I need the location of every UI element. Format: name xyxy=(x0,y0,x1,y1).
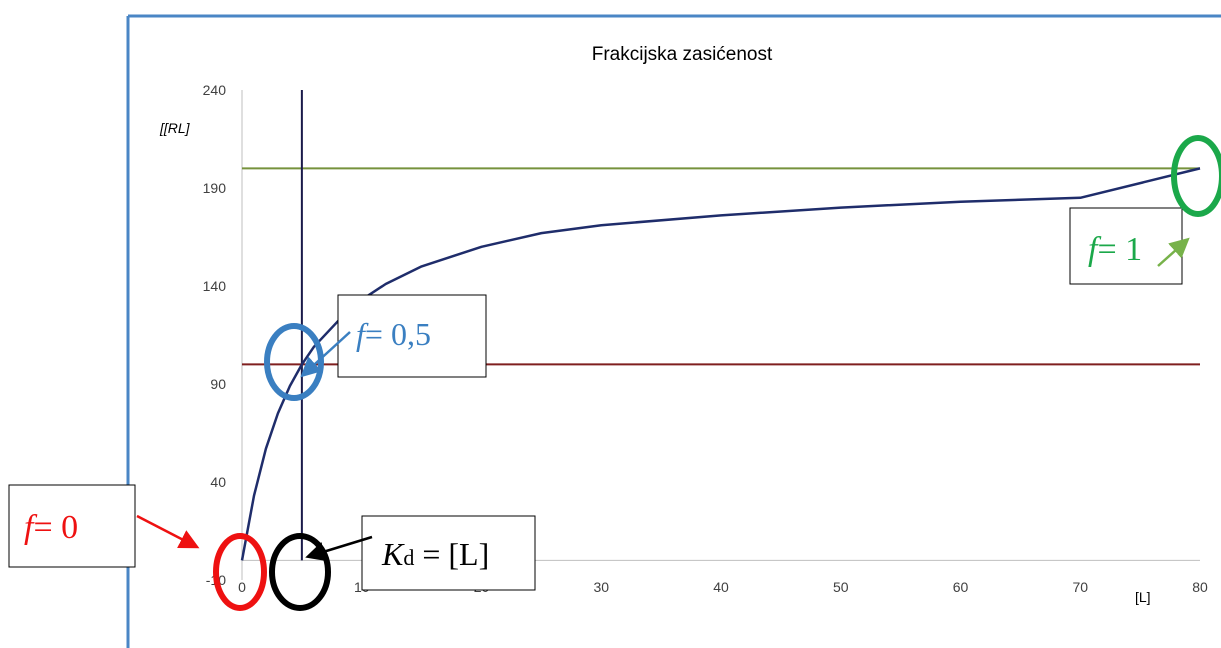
f05-annotation-box xyxy=(337,294,487,378)
x-tick-labels: 01020304050607080 xyxy=(238,579,1208,595)
f0-annotation: f= 0 xyxy=(24,509,78,546)
x-tick-label: 50 xyxy=(833,579,849,595)
x-tick-label: 0 xyxy=(238,579,246,595)
f0-annotation-value: = 0 xyxy=(33,509,78,546)
x-tick-label: 30 xyxy=(593,579,609,595)
f1-arrow xyxy=(1157,237,1190,267)
f1-annotation-value: = 1 xyxy=(1097,231,1142,268)
kd-highlight-circle xyxy=(269,533,331,611)
f05-annotation-value: = 0,5 xyxy=(365,316,431,352)
f1-highlight-circle xyxy=(1171,135,1221,217)
kd-subscript: d xyxy=(403,545,414,570)
y-tick-label: 140 xyxy=(203,278,227,294)
x-tick-label: 70 xyxy=(1072,579,1088,595)
f0-annotation-box xyxy=(8,484,136,568)
y-axis-label-text: [RL] xyxy=(163,120,191,136)
y-axis-label: [[RL] xyxy=(159,120,191,136)
y-tick-label: 40 xyxy=(210,474,226,490)
binding-curve-series xyxy=(240,167,1201,561)
f05-arrow xyxy=(300,331,351,378)
x-axis-label-text: [L] xyxy=(1135,589,1151,605)
x-tick-label: 40 xyxy=(713,579,729,595)
kd-k-symbol: K xyxy=(381,536,405,572)
f0-arrow xyxy=(136,514,200,549)
kd-annotation-box xyxy=(361,515,536,591)
x-tick-label: 60 xyxy=(953,579,969,595)
x-tick-label: 80 xyxy=(1192,579,1208,595)
f05-annotation: f= 0,5 xyxy=(356,316,431,352)
y-tick-label: 190 xyxy=(203,180,227,196)
kd-annotation: Kd = [L] xyxy=(381,536,489,572)
y-tick-label: 90 xyxy=(210,376,226,392)
kd-annotation-value: = [L] xyxy=(422,536,489,572)
x-axis-label: [L] xyxy=(1135,589,1151,605)
y-tick-label: 240 xyxy=(203,82,227,98)
f1-annotation: f= 1 xyxy=(1088,231,1142,268)
f05-highlight-circle xyxy=(264,323,324,401)
f0-highlight-circle xyxy=(213,533,267,611)
kd-arrow xyxy=(305,535,373,562)
f1-annotation-box xyxy=(1069,207,1183,285)
chart-title: Frakcijska zasićenost xyxy=(592,44,773,65)
